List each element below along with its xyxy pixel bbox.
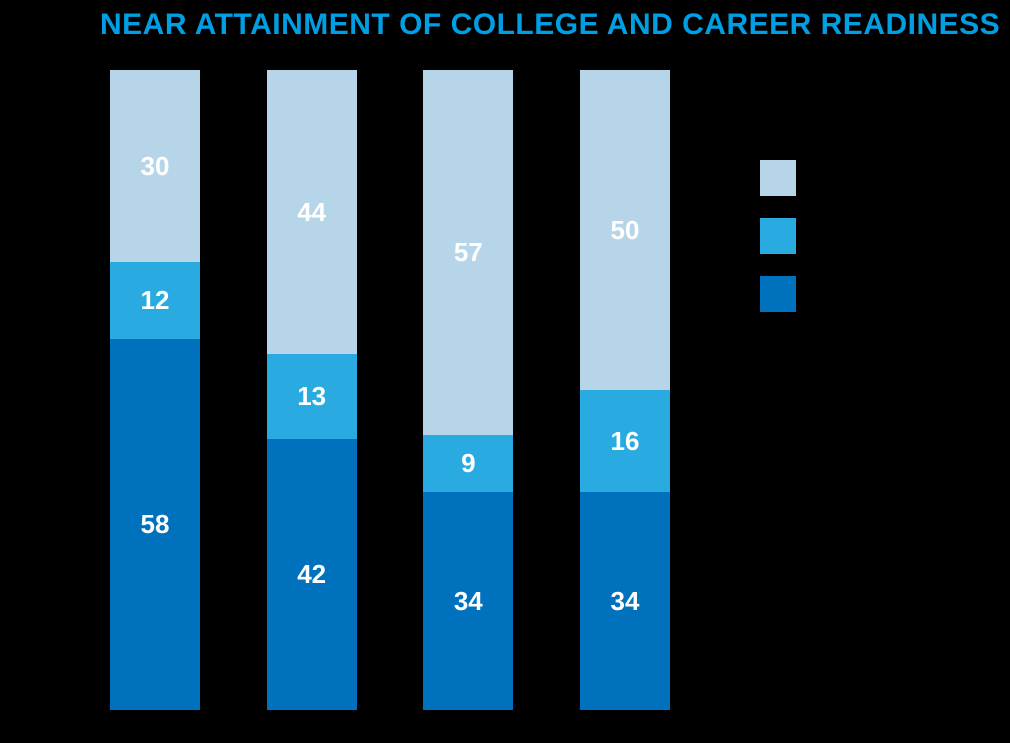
legend-item-1 [760,218,810,254]
bar-0-seg-0: 30 [110,70,200,262]
bar-2-seg-1: 9 [423,435,513,493]
legend-swatch-2 [760,276,796,312]
bar-3: 50 16 34 [580,70,670,710]
legend-item-2 [760,276,810,312]
bar-3-seg-1: 16 [580,390,670,492]
legend-swatch-0 [760,160,796,196]
bar-1-seg-0: 44 [267,70,357,354]
legend-swatch-1 [760,218,796,254]
legend-item-0 [760,160,810,196]
chart-title: NEAR ATTAINMENT OF COLLEGE AND CAREER RE… [100,8,1000,42]
chart-area: 30 12 58 44 13 42 57 9 34 50 16 34 [110,70,670,710]
bar-1: 44 13 42 [267,70,357,710]
legend [760,160,810,312]
bar-2-seg-2: 34 [423,492,513,710]
bar-1-seg-1: 13 [267,354,357,438]
bar-1-seg-2: 42 [267,439,357,711]
bar-0: 30 12 58 [110,70,200,710]
bar-0-seg-1: 12 [110,262,200,339]
bar-0-seg-2: 58 [110,339,200,710]
bar-3-seg-2: 34 [580,492,670,710]
bar-3-seg-0: 50 [580,70,670,390]
bar-2: 57 9 34 [423,70,513,710]
bar-2-seg-0: 57 [423,70,513,435]
